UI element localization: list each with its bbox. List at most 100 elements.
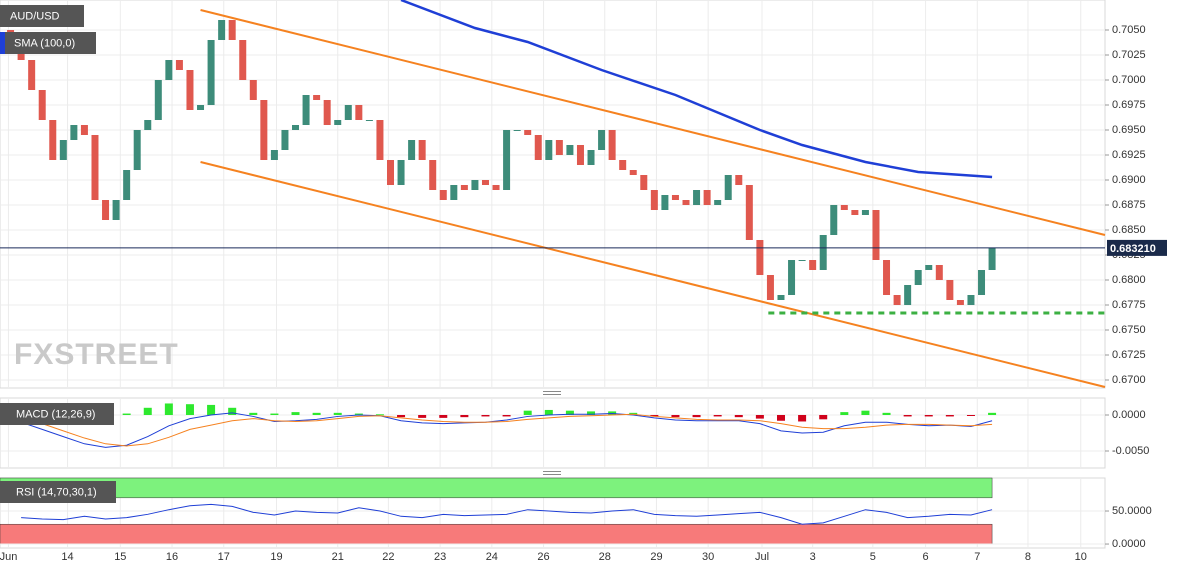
histogram-bar bbox=[587, 411, 596, 415]
histogram-bar bbox=[164, 403, 173, 415]
histogram-bar bbox=[185, 404, 194, 415]
histogram-bar bbox=[312, 412, 321, 415]
candle-body bbox=[608, 130, 616, 160]
histogram-bar bbox=[988, 412, 997, 415]
candle-body bbox=[270, 150, 278, 160]
candle-body bbox=[661, 195, 669, 210]
y-tick-label: 0.6875 bbox=[1112, 199, 1146, 211]
legend: AUD/USD SMA (100,0) MACD (12,26,9) RSI (… bbox=[0, 5, 116, 503]
candle-body bbox=[914, 270, 922, 285]
candle-body bbox=[883, 260, 891, 295]
candle-body bbox=[904, 285, 912, 305]
histogram-bar bbox=[903, 414, 912, 417]
candle-body bbox=[925, 265, 933, 270]
candle-body bbox=[524, 130, 532, 135]
histogram-bar bbox=[798, 414, 807, 422]
histogram-bar bbox=[502, 414, 511, 417]
candle-body bbox=[619, 160, 627, 170]
main-panel bbox=[0, 0, 1106, 389]
histogram-bar bbox=[122, 413, 131, 415]
x-tick-label: 17 bbox=[218, 551, 230, 563]
candle-body bbox=[91, 135, 99, 200]
candle-body bbox=[703, 190, 711, 205]
candle-body bbox=[978, 270, 986, 295]
candle-body bbox=[344, 105, 352, 120]
candle-body bbox=[682, 200, 690, 205]
y-tick-label: 50.0000 bbox=[1112, 505, 1152, 517]
candle-body bbox=[988, 248, 996, 270]
candle-body bbox=[830, 205, 838, 235]
histogram-bar bbox=[966, 414, 975, 416]
candle-body bbox=[513, 130, 521, 131]
x-tick-label: 8 bbox=[1025, 551, 1031, 563]
histogram-bar bbox=[439, 414, 448, 418]
x-tick-label: Jun bbox=[0, 551, 17, 563]
histogram-bar bbox=[713, 414, 722, 417]
legend-badge bbox=[0, 5, 84, 27]
x-tick-label: 19 bbox=[270, 551, 282, 563]
candle-body bbox=[365, 120, 373, 121]
histogram-bar bbox=[291, 412, 300, 415]
y-tick-label: 0.6700 bbox=[1112, 374, 1146, 386]
candle-body bbox=[756, 240, 764, 275]
legend-title: AUD/USD bbox=[10, 10, 60, 22]
candle-body bbox=[481, 180, 489, 185]
candle-body bbox=[239, 40, 247, 80]
macd-line bbox=[20, 413, 993, 447]
candle-body bbox=[429, 160, 437, 190]
rsi-title: RSI (14,70,30,1) bbox=[16, 486, 97, 498]
y-tick-label: 0.6750 bbox=[1112, 324, 1146, 336]
plot-layer: Jun 14 15 16 17 19 21 22 23 24 26 28 29 30 Jul 3 5 6 7 8 10 0… bbox=[0, 0, 1167, 563]
histogram-bar bbox=[354, 413, 363, 415]
histogram-bar bbox=[270, 413, 279, 415]
histogram-bar bbox=[228, 407, 237, 415]
last-price-box bbox=[1107, 239, 1167, 256]
y-tick-label: 0.6975 bbox=[1112, 99, 1146, 111]
candle-body bbox=[671, 195, 679, 200]
candle-body bbox=[260, 100, 268, 160]
histogram-bar bbox=[924, 414, 933, 417]
candle-body bbox=[534, 135, 542, 160]
x-tick-label: 14 bbox=[61, 551, 73, 563]
histogram-bar bbox=[249, 412, 258, 415]
histogram-bar bbox=[460, 414, 469, 418]
candle-body bbox=[112, 200, 120, 220]
candle-body bbox=[186, 70, 194, 110]
histogram-bar bbox=[207, 404, 216, 415]
histogram-bar bbox=[819, 414, 828, 420]
separators bbox=[543, 391, 561, 475]
x-tick-label: 26 bbox=[537, 551, 549, 563]
histogram-bar bbox=[375, 414, 384, 416]
y-tick-label: 0.6850 bbox=[1112, 224, 1146, 236]
histogram-bar bbox=[692, 414, 701, 418]
y-tick-label: 0.7025 bbox=[1112, 49, 1146, 61]
y-tick-label: 0.7000 bbox=[1112, 74, 1146, 86]
candle-body bbox=[798, 260, 806, 261]
legend-swatch bbox=[0, 32, 5, 54]
logo: FXSTREET bbox=[14, 338, 179, 371]
candle-body bbox=[249, 80, 257, 100]
candle-body bbox=[745, 185, 753, 240]
x-tick-label: 28 bbox=[599, 551, 611, 563]
candle-body bbox=[766, 275, 774, 300]
legend-badge bbox=[0, 403, 114, 425]
candle-body bbox=[154, 80, 162, 120]
histogram-bar bbox=[861, 410, 870, 415]
macd-panel bbox=[0, 397, 1106, 469]
candle-body bbox=[724, 175, 732, 200]
candle-body bbox=[809, 260, 817, 270]
candle-body bbox=[292, 125, 300, 130]
x-tick-label: 23 bbox=[434, 551, 446, 563]
histogram-bar bbox=[143, 407, 152, 415]
x-tick-label: 21 bbox=[332, 551, 344, 563]
candle-body bbox=[735, 175, 743, 185]
candle-body bbox=[956, 300, 964, 305]
x-tick-label: 3 bbox=[810, 551, 816, 563]
candle-body bbox=[439, 190, 447, 200]
legend-badge bbox=[0, 481, 116, 503]
y-tick-label: 0.0000 bbox=[1112, 409, 1146, 421]
x-tick-label: 15 bbox=[114, 551, 126, 563]
rsi-band bbox=[0, 523, 993, 545]
candle-body bbox=[714, 200, 722, 205]
